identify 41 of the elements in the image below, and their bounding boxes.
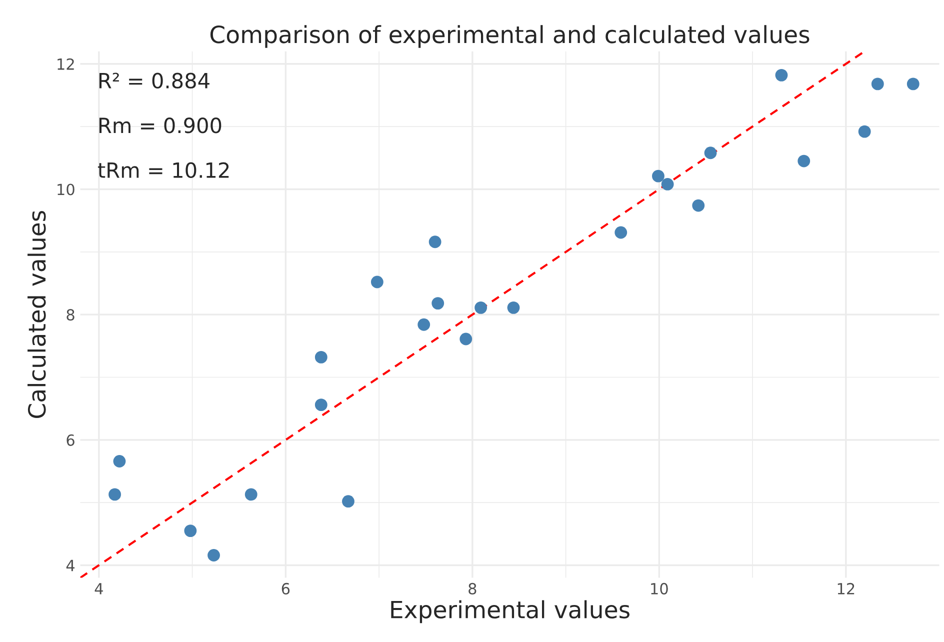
point: [184, 524, 197, 538]
chart-title: Comparison of experimental and calculated values: [210, 25, 810, 48]
point: [614, 226, 628, 239]
point: [692, 199, 705, 212]
point: [314, 398, 328, 412]
annotation: Rm = 0.900: [99, 118, 222, 134]
point: [314, 350, 328, 364]
point: [418, 318, 430, 331]
point: [428, 236, 442, 248]
point: [871, 78, 884, 90]
y-tick-label: 4: [66, 560, 75, 572]
point: [775, 68, 788, 82]
point: [474, 301, 488, 314]
x-tick-label: 4: [94, 583, 103, 594]
x-tick-label: 12: [838, 582, 854, 594]
annotation: R² = 0.884: [99, 72, 210, 89]
point: [244, 488, 258, 501]
x-tick-label: 6: [282, 582, 290, 594]
point: [208, 549, 220, 562]
point: [858, 125, 871, 138]
point: [460, 332, 472, 346]
point: [906, 78, 920, 90]
point: [798, 154, 810, 168]
x-tick-label: 10: [651, 582, 668, 594]
point: [113, 455, 126, 468]
point: [370, 276, 384, 288]
y-tick-label: 12: [58, 58, 74, 70]
point: [661, 178, 674, 190]
point: [432, 297, 444, 310]
y-tick-label: 10: [58, 184, 74, 196]
point: [652, 170, 664, 182]
point: [342, 495, 354, 508]
x-tick-label: 8: [468, 582, 476, 594]
x-axis-title: Experimental values: [391, 600, 630, 624]
y-tick-label: 6: [66, 434, 74, 446]
annotation: tRm = 10.12: [98, 162, 229, 178]
point: [507, 301, 520, 314]
y-tick-label: 8: [66, 309, 74, 321]
point: [704, 146, 717, 160]
y-axis-title: Calculated values: [28, 210, 46, 418]
point: [108, 488, 121, 501]
